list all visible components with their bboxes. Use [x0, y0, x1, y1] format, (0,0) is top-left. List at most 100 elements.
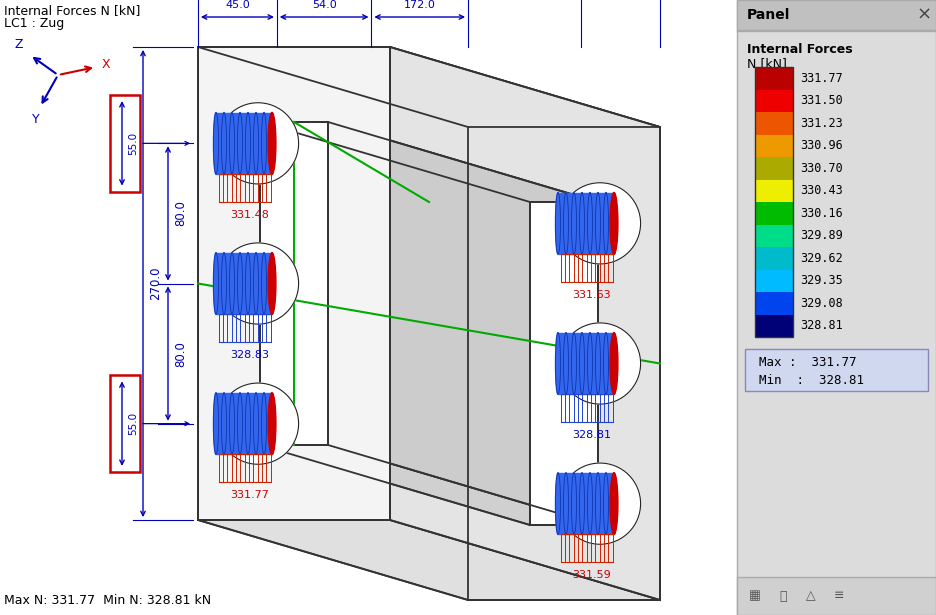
Bar — [755, 180, 793, 202]
Text: 331.77: 331.77 — [230, 490, 269, 501]
Ellipse shape — [268, 113, 276, 174]
Text: 330.96: 330.96 — [800, 139, 842, 153]
Polygon shape — [198, 47, 660, 127]
Ellipse shape — [245, 253, 251, 314]
Text: Internal Forces N [kN]: Internal Forces N [kN] — [4, 4, 140, 17]
Ellipse shape — [245, 393, 251, 454]
Ellipse shape — [229, 113, 235, 174]
Ellipse shape — [579, 192, 584, 254]
Ellipse shape — [579, 333, 584, 394]
Ellipse shape — [213, 253, 218, 314]
Ellipse shape — [222, 113, 227, 174]
Text: 328.81: 328.81 — [572, 430, 611, 440]
Bar — [755, 202, 793, 224]
Text: 331.77: 331.77 — [800, 72, 842, 85]
Ellipse shape — [610, 473, 618, 534]
Text: 330.70: 330.70 — [800, 162, 842, 175]
Text: 55.0: 55.0 — [128, 132, 138, 155]
Ellipse shape — [588, 192, 592, 254]
Text: Z: Z — [14, 38, 23, 51]
Bar — [216, 253, 272, 314]
Text: 329.08: 329.08 — [800, 297, 842, 310]
Bar — [558, 473, 614, 534]
Ellipse shape — [555, 192, 561, 254]
Ellipse shape — [213, 393, 218, 454]
Bar — [558, 333, 614, 394]
Ellipse shape — [222, 393, 227, 454]
Ellipse shape — [563, 333, 568, 394]
Text: LC1 : Zug: LC1 : Zug — [4, 17, 65, 30]
Bar — [216, 113, 272, 174]
Text: ⛵: ⛵ — [780, 590, 787, 603]
Bar — [737, 577, 936, 615]
Ellipse shape — [611, 333, 617, 394]
Bar — [755, 135, 793, 157]
Text: △: △ — [806, 590, 816, 603]
Bar — [755, 269, 793, 292]
Ellipse shape — [604, 192, 608, 254]
Text: Max N: 331.77  Min N: 328.81 kN: Max N: 331.77 Min N: 328.81 kN — [4, 594, 212, 607]
Text: 331.50: 331.50 — [800, 94, 842, 107]
Ellipse shape — [563, 192, 568, 254]
Bar — [110, 376, 140, 472]
Bar — [755, 224, 793, 247]
Ellipse shape — [254, 393, 258, 454]
Text: 80.0: 80.0 — [174, 341, 187, 367]
Ellipse shape — [595, 333, 601, 394]
Text: 330.43: 330.43 — [800, 184, 842, 197]
Polygon shape — [328, 122, 598, 525]
Text: N [kN]: N [kN] — [747, 57, 787, 70]
Circle shape — [560, 323, 640, 404]
Ellipse shape — [270, 393, 274, 454]
Ellipse shape — [268, 393, 276, 454]
Polygon shape — [198, 47, 390, 520]
Ellipse shape — [245, 113, 251, 174]
Text: ×: × — [916, 6, 931, 24]
Polygon shape — [260, 122, 598, 202]
Ellipse shape — [588, 333, 592, 394]
Bar — [216, 393, 272, 454]
Text: 331.23: 331.23 — [800, 117, 842, 130]
Ellipse shape — [229, 393, 235, 454]
Text: 328.81: 328.81 — [800, 319, 842, 332]
Text: 55.0: 55.0 — [128, 412, 138, 435]
Ellipse shape — [610, 192, 618, 254]
Ellipse shape — [610, 333, 618, 394]
Text: 331.63: 331.63 — [572, 290, 611, 300]
Polygon shape — [468, 127, 660, 600]
Bar — [755, 314, 793, 337]
Bar — [110, 95, 140, 191]
Ellipse shape — [238, 393, 242, 454]
Text: Min  :  328.81: Min : 328.81 — [759, 375, 864, 387]
Ellipse shape — [261, 113, 267, 174]
Text: Internal Forces: Internal Forces — [747, 43, 853, 56]
Circle shape — [560, 183, 640, 264]
Ellipse shape — [261, 253, 267, 314]
Text: 329.62: 329.62 — [800, 252, 842, 264]
Ellipse shape — [588, 473, 592, 534]
Bar — [755, 67, 793, 337]
Bar — [755, 247, 793, 269]
Bar — [755, 157, 793, 180]
Bar — [755, 112, 793, 135]
Ellipse shape — [604, 473, 608, 534]
Bar — [755, 67, 793, 90]
Ellipse shape — [579, 473, 584, 534]
Ellipse shape — [222, 253, 227, 314]
Polygon shape — [260, 122, 328, 445]
Text: Panel: Panel — [747, 8, 790, 22]
Circle shape — [560, 463, 640, 544]
Text: 80.0: 80.0 — [174, 200, 187, 226]
Text: Y: Y — [32, 113, 40, 126]
Ellipse shape — [572, 333, 577, 394]
Text: 328.83: 328.83 — [230, 351, 270, 360]
Bar — [755, 90, 793, 112]
Ellipse shape — [268, 253, 276, 314]
Bar — [558, 192, 614, 254]
Ellipse shape — [270, 113, 274, 174]
Ellipse shape — [555, 473, 561, 534]
Ellipse shape — [611, 192, 617, 254]
Ellipse shape — [261, 393, 267, 454]
Text: 329.89: 329.89 — [800, 229, 842, 242]
Ellipse shape — [595, 473, 601, 534]
